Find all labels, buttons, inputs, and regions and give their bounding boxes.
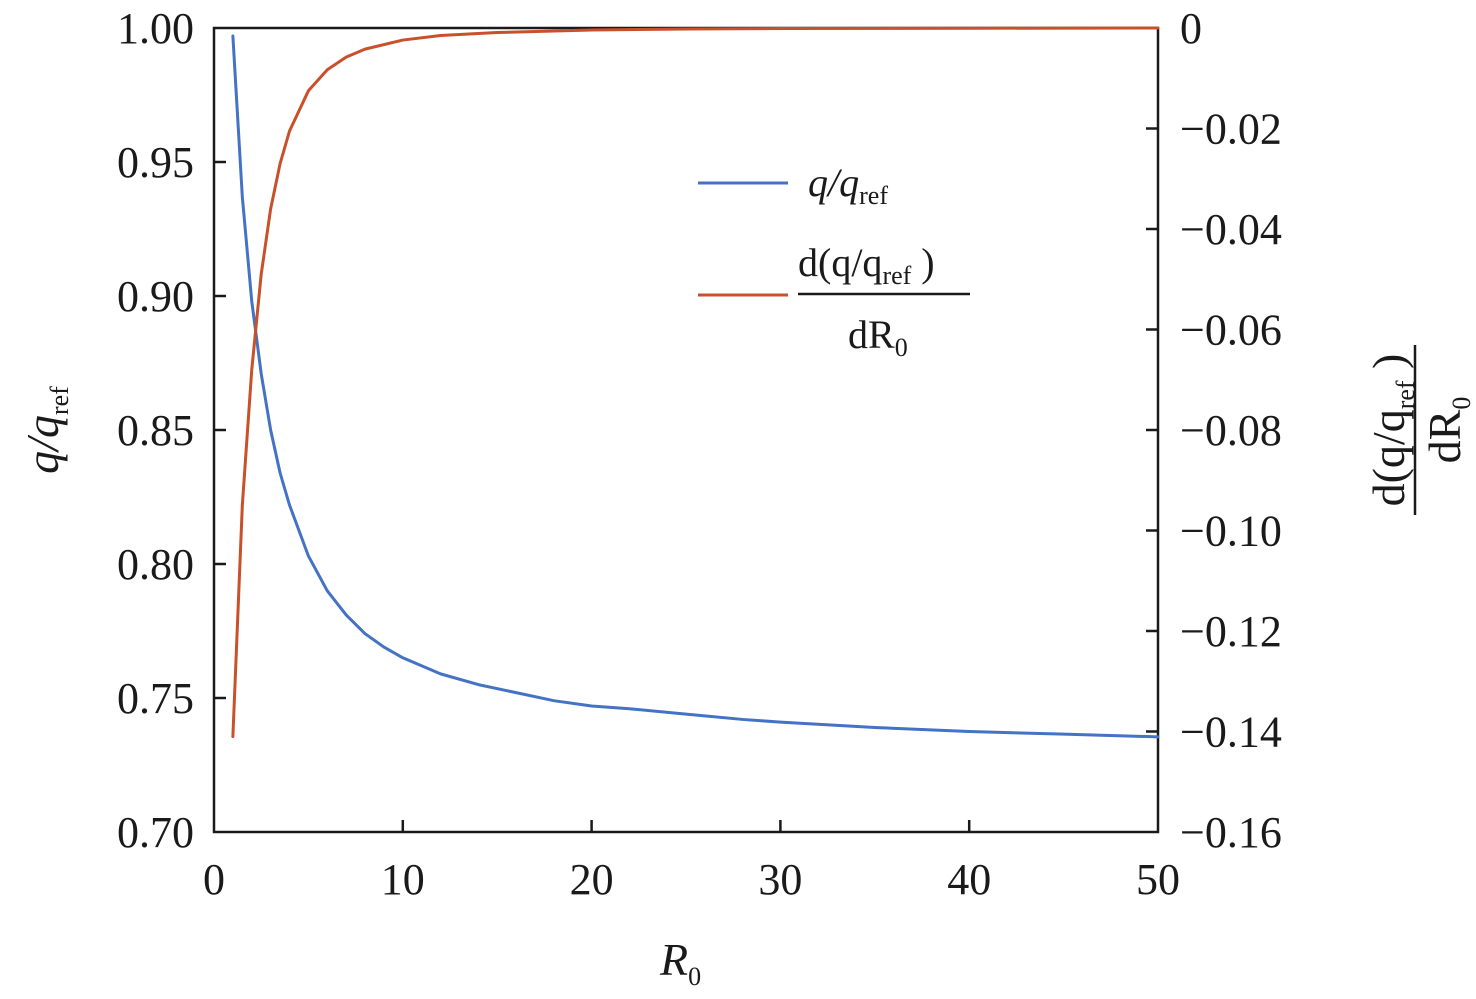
left-y-tick-label: 0.90 (117, 272, 194, 321)
right-y-tick-label: −0.04 (1180, 205, 1282, 254)
legend: q/qref d(q/qref ) dR0 (698, 160, 970, 362)
x-tick-label: 0 (203, 855, 225, 904)
left-y-axis-label-main: q/q (17, 415, 68, 474)
right-y-tick-label: −0.14 (1180, 708, 1282, 757)
series-line-2 (231, 26, 1160, 739)
left-y-axis-ticks: 0.70 0.75 0.80 0.85 0.90 0.95 1.00 (117, 4, 226, 857)
left-y-axis-label: q/qref (17, 386, 74, 474)
legend-entry-2-num-close: ) (911, 240, 934, 285)
legend-entry-2-num-open: d(q/q (798, 240, 882, 285)
x-axis-label-sub: 0 (688, 962, 701, 991)
right-y-label-num-close: ) (1363, 354, 1414, 381)
series-line-1 (231, 34, 1160, 739)
right-y-label-den-sub: 0 (1447, 397, 1476, 410)
x-tick-label: 40 (947, 855, 991, 904)
legend-entry-2-den: dR (848, 312, 895, 357)
legend-entry-2-num-sub: ref (882, 261, 911, 290)
x-tick-label: 10 (381, 855, 425, 904)
legend-entry-1: q/qref (808, 160, 888, 210)
right-y-tick-label: −0.16 (1180, 808, 1282, 857)
plot-area-frame (212, 26, 1160, 834)
right-y-label-den: dR (1419, 409, 1470, 463)
x-axis-label: R0 (659, 934, 701, 991)
right-y-tick-label: −0.10 (1180, 507, 1282, 556)
x-axis-label-main: R (659, 934, 688, 985)
legend-entry-2-denominator: dR0 (848, 312, 908, 362)
left-y-tick-label: 0.70 (117, 808, 194, 857)
right-y-axis-label: d(q/qref ) dR0 (1363, 345, 1476, 515)
right-y-tick-label: −0.08 (1180, 406, 1282, 455)
left-y-tick-label: 0.95 (117, 138, 194, 187)
x-tick-label: 50 (1136, 855, 1180, 904)
x-tick-label: 20 (570, 855, 614, 904)
legend-entry-2-den-sub: 0 (895, 333, 908, 362)
x-tick-label: 30 (758, 855, 802, 904)
right-y-tick-label: −0.06 (1180, 306, 1282, 355)
legend-entry-1-sub: ref (859, 181, 888, 210)
right-y-tick-label: −0.02 (1180, 105, 1282, 154)
left-y-tick-label: 0.80 (117, 540, 194, 589)
left-y-tick-label: 0.85 (117, 406, 194, 455)
right-y-label-num-open: d(q/q (1363, 409, 1414, 506)
right-y-axis-label-numerator: d(q/qref ) (1363, 354, 1420, 507)
left-y-tick-label: 1.00 (117, 4, 194, 53)
x-axis-ticks: 0 10 20 30 40 50 (203, 820, 1180, 904)
legend-entry-2-numerator: d(q/qref ) (798, 240, 935, 290)
legend-entry-1-main: q/q (808, 160, 859, 205)
right-y-axis-ticks: −0.16 −0.14 −0.12 −0.10 −0.08 −0.06 −0.04 −0.02… (1146, 4, 1282, 857)
series-layer (231, 26, 1160, 739)
right-y-tick-label: 0 (1180, 4, 1202, 53)
left-y-axis-label-sub: ref (45, 386, 74, 415)
left-y-tick-label: 0.75 (117, 674, 194, 723)
right-y-axis-label-denominator: dR0 (1419, 397, 1476, 464)
right-y-tick-label: −0.12 (1180, 607, 1282, 656)
